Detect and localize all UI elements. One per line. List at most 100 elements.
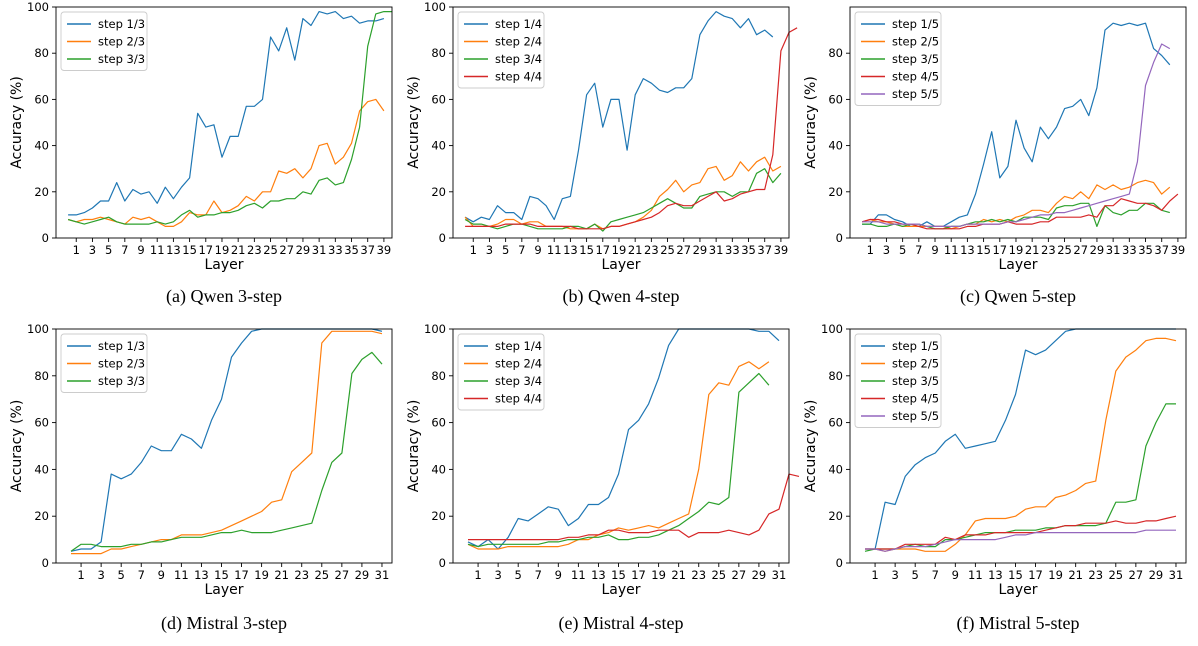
x-tick-label: 7 — [121, 243, 128, 257]
x-tick-label: 23 — [644, 243, 659, 257]
x-tick-label: 11 — [571, 568, 586, 582]
legend-entry: step 2/4 — [495, 35, 542, 49]
x-tick-label: 1 — [77, 568, 84, 582]
x-tick-label: 9 — [534, 243, 541, 257]
x-tick-label: 29 — [752, 568, 767, 582]
series-line-step-3-3 — [70, 351, 383, 552]
x-axis-label: Layer — [204, 257, 243, 273]
y-tick-label: 60 — [34, 416, 49, 430]
legend-entry: step 4/4 — [495, 392, 542, 406]
legend-box — [60, 333, 148, 393]
x-tick-label: 27 — [279, 243, 294, 257]
x-tick-label: 19 — [651, 568, 666, 582]
legend-box — [854, 333, 942, 428]
x-tick-label: 31 — [709, 243, 724, 257]
x-tick-label: 39 — [1171, 243, 1186, 257]
plot-frame — [452, 6, 790, 239]
x-tick-label: 11 — [968, 568, 983, 582]
x-tick-label: 1 — [73, 243, 80, 257]
y-axis-label: Accuracy (%) — [9, 76, 25, 169]
y-tick-label: 100 — [424, 322, 446, 336]
series-line-step-3-3 — [67, 11, 392, 225]
x-tick-label: 27 — [335, 568, 350, 582]
panel-caption: (b) Qwen 4-step — [563, 286, 680, 307]
x-tick-label: 31 — [1106, 243, 1121, 257]
series-line-step-4-4 — [468, 473, 800, 541]
x-tick-label: 27 — [676, 243, 691, 257]
legend-entry: step 5/5 — [892, 409, 939, 423]
x-tick-label: 25 — [263, 243, 278, 257]
legend-entry: step 3/5 — [892, 52, 939, 66]
x-tick-label: 9 — [931, 243, 938, 257]
x-tick-label: 17 — [992, 243, 1007, 257]
x-tick-label: 1 — [867, 243, 874, 257]
legend-entry: step 2/3 — [98, 35, 145, 49]
x-tick-label: 33 — [328, 243, 343, 257]
x-axis-label: Layer — [998, 582, 1037, 598]
plot-frame — [849, 6, 1187, 239]
x-tick-label: 7 — [518, 243, 525, 257]
x-tick-label: 29 — [1090, 243, 1105, 257]
plot-frame — [849, 328, 1187, 564]
legend-entry: step 1/4 — [495, 17, 542, 31]
y-axis-label: Accuracy (%) — [9, 400, 25, 493]
x-tick-label: 15 — [214, 568, 229, 582]
x-tick-label: 19 — [1048, 568, 1063, 582]
y-tick-label: 40 — [828, 139, 843, 153]
y-tick-label: 0 — [42, 556, 49, 570]
x-tick-label: 27 — [1129, 568, 1144, 582]
x-tick-label: 9 — [158, 568, 165, 582]
x-tick-label: 13 — [960, 243, 975, 257]
x-tick-label: 23 — [294, 568, 309, 582]
y-tick-label: 0 — [836, 556, 843, 570]
y-tick-label: 80 — [34, 46, 49, 60]
x-tick-label: 7 — [138, 568, 145, 582]
x-tick-label: 5 — [912, 568, 919, 582]
x-tick-label: 21 — [274, 568, 289, 582]
x-tick-label: 15 — [976, 243, 991, 257]
panel-caption: (d) Mistral 3-step — [161, 613, 287, 634]
y-tick-label: 100 — [821, 322, 843, 336]
x-tick-label: 7 — [535, 568, 542, 582]
x-tick-label: 29 — [355, 568, 370, 582]
x-tick-label: 35 — [1138, 243, 1153, 257]
series-line-step-2-5 — [865, 337, 1177, 552]
x-tick-label: 3 — [883, 243, 890, 257]
x-tick-label: 39 — [774, 243, 789, 257]
plot-frame — [55, 328, 393, 564]
y-tick-label: 60 — [828, 416, 843, 430]
x-tick-label: 5 — [105, 243, 112, 257]
x-tick-label: 3 — [891, 568, 898, 582]
y-tick-label: 100 — [27, 322, 49, 336]
legend-box — [457, 333, 545, 411]
series-line-step-3-4 — [467, 372, 770, 548]
x-tick-label: 29 — [1149, 568, 1164, 582]
x-tick-label: 9 — [555, 568, 562, 582]
y-tick-label: 100 — [424, 0, 446, 14]
y-tick-label: 40 — [828, 462, 843, 476]
x-tick-label: 31 — [772, 568, 787, 582]
series-line-step-5-5 — [865, 529, 1176, 552]
x-tick-label: 15 — [1008, 568, 1023, 582]
y-tick-label: 20 — [34, 509, 49, 523]
panel-caption: (a) Qwen 3-step — [166, 286, 282, 307]
legend-entry: step 1/5 — [892, 339, 939, 353]
x-tick-label: 37 — [360, 243, 375, 257]
legend-entry: step 5/5 — [892, 87, 939, 101]
legend-entry: step 1/3 — [98, 339, 145, 353]
legend-entry: step 3/4 — [495, 52, 542, 66]
x-tick-label: 17 — [631, 568, 646, 582]
legend-entry: step 2/5 — [892, 357, 939, 371]
x-tick-label: 1 — [474, 568, 481, 582]
legend-entry: step 3/5 — [892, 374, 939, 388]
x-tick-label: 11 — [547, 243, 562, 257]
y-tick-label: 100 — [27, 0, 49, 14]
legend-entry: step 4/5 — [892, 392, 939, 406]
legend-entry: step 2/4 — [495, 357, 542, 371]
x-tick-label: 17 — [595, 243, 610, 257]
